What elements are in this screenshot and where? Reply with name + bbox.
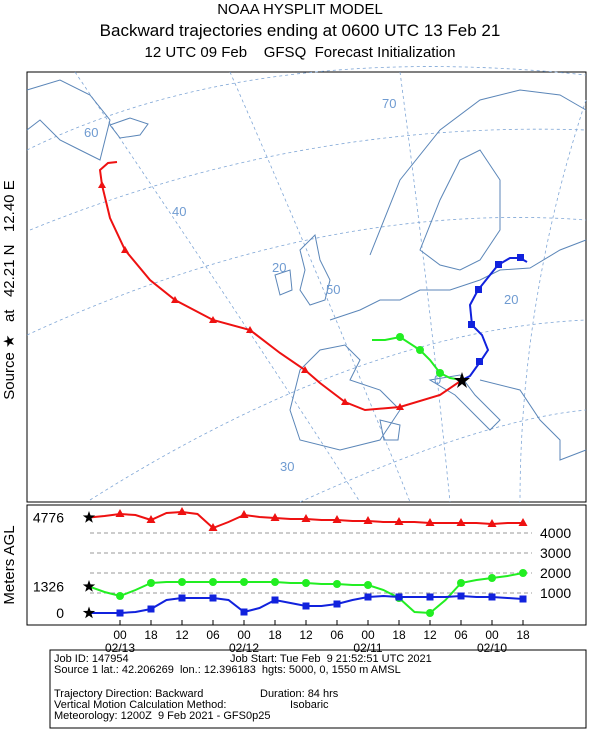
grid-label: 50 xyxy=(326,282,340,297)
marker xyxy=(333,600,341,608)
marker xyxy=(364,581,372,589)
marker xyxy=(363,516,373,524)
start-height-label: 0 xyxy=(56,605,64,621)
info: Source 1 lat.: 42.206269 lon.: 12.396183… xyxy=(54,664,401,676)
marker xyxy=(333,580,341,588)
start-height-label: 1326 xyxy=(33,578,64,594)
grid-label: 30 xyxy=(280,459,294,474)
y-tick-label: 3000 xyxy=(540,545,571,561)
marker xyxy=(456,518,466,526)
marker xyxy=(271,596,279,604)
marker xyxy=(425,518,435,526)
info: Meteorology: 1200Z 9 Feb 2021 - GFS0p25 xyxy=(54,710,270,722)
source-star xyxy=(82,606,96,619)
marker xyxy=(147,579,155,587)
grid-label: 20 xyxy=(504,292,518,307)
map-frame xyxy=(26,71,587,503)
marker xyxy=(488,593,496,601)
info: Job ID: 147954 xyxy=(54,653,129,665)
x-tick-label: 06 xyxy=(206,628,220,642)
marker xyxy=(178,578,186,586)
marker xyxy=(519,569,527,577)
marker xyxy=(146,515,156,523)
info: Isobaric xyxy=(290,699,329,711)
marker xyxy=(426,593,434,601)
x-tick-label: 18 xyxy=(516,628,530,642)
source-star xyxy=(82,510,96,523)
marker xyxy=(147,605,155,613)
marker xyxy=(457,592,465,600)
x-tick-label: 00 xyxy=(485,628,499,642)
date-label: 02/12 xyxy=(229,641,259,655)
trajectories xyxy=(98,161,528,412)
marker xyxy=(332,515,342,523)
marker xyxy=(457,579,465,587)
marker xyxy=(426,609,434,617)
marker xyxy=(177,507,187,515)
marker xyxy=(240,608,248,616)
marker xyxy=(302,602,310,610)
grid-label: 70 xyxy=(382,96,396,111)
y-tick-label: 4000 xyxy=(540,525,571,541)
x-tick-label: 18 xyxy=(392,628,406,642)
x-tick-label: 00 xyxy=(361,628,375,642)
info: Trajectory Direction: Backward xyxy=(54,688,203,700)
y-tick-label: 1000 xyxy=(540,585,571,601)
date-label: 02/13 xyxy=(105,641,135,655)
date-label: 02/10 xyxy=(477,641,507,655)
date-label: 02/11 xyxy=(353,641,382,655)
marker xyxy=(487,519,497,527)
x-tick-label: 00 xyxy=(237,628,251,642)
marker xyxy=(518,518,528,526)
marker xyxy=(178,594,186,602)
x-tick-label: 06 xyxy=(454,628,468,642)
info: Vertical Motion Calculation Method: xyxy=(54,699,226,711)
x-tick-label: 06 xyxy=(330,628,344,642)
x-tick-label: 12 xyxy=(175,628,189,642)
start-height-label: 4776 xyxy=(33,509,64,525)
title-3: 12 UTC 09 Feb GFSQ Forecast Initializati… xyxy=(145,44,456,61)
marker xyxy=(301,514,311,522)
x-tick-label: 18 xyxy=(144,628,158,642)
marker xyxy=(240,578,248,586)
marker xyxy=(208,523,218,531)
marker xyxy=(209,578,217,586)
marker xyxy=(209,594,217,602)
grid-label: 60 xyxy=(84,125,98,140)
x-tick-label: 12 xyxy=(299,628,313,642)
grid-label: 40 xyxy=(172,204,186,219)
y-tick-label: 2000 xyxy=(540,565,571,581)
marker xyxy=(239,510,249,518)
grid-label: 0 xyxy=(434,372,441,387)
source-star xyxy=(82,579,96,592)
marker xyxy=(116,609,124,617)
info-box xyxy=(49,649,587,729)
title-2: Backward trajectories ending at 0600 UTC… xyxy=(100,21,501,40)
info: Duration: 84 hrs xyxy=(260,688,339,700)
marker xyxy=(115,509,125,517)
y-axis-label: Meters AGL xyxy=(1,525,18,604)
title-1: NOAA HYSPLIT MODEL xyxy=(217,1,383,18)
marker xyxy=(519,595,527,603)
marker xyxy=(271,578,279,586)
marker xyxy=(488,574,496,582)
x-tick-label: 00 xyxy=(113,628,127,642)
grid-label: 20 xyxy=(272,260,286,275)
marker xyxy=(364,593,372,601)
x-tick-label: 18 xyxy=(268,628,282,642)
marker xyxy=(395,593,403,601)
marker xyxy=(270,513,280,521)
marker xyxy=(116,592,124,600)
marker xyxy=(302,579,310,587)
x-tick-label: 12 xyxy=(423,628,437,642)
source-label: Source ★ at 42.21 N 12.40 E xyxy=(1,180,18,399)
marker xyxy=(394,517,404,525)
info: Job Start: Tue Feb 9 21:52:51 UTC 2021 xyxy=(230,653,432,665)
